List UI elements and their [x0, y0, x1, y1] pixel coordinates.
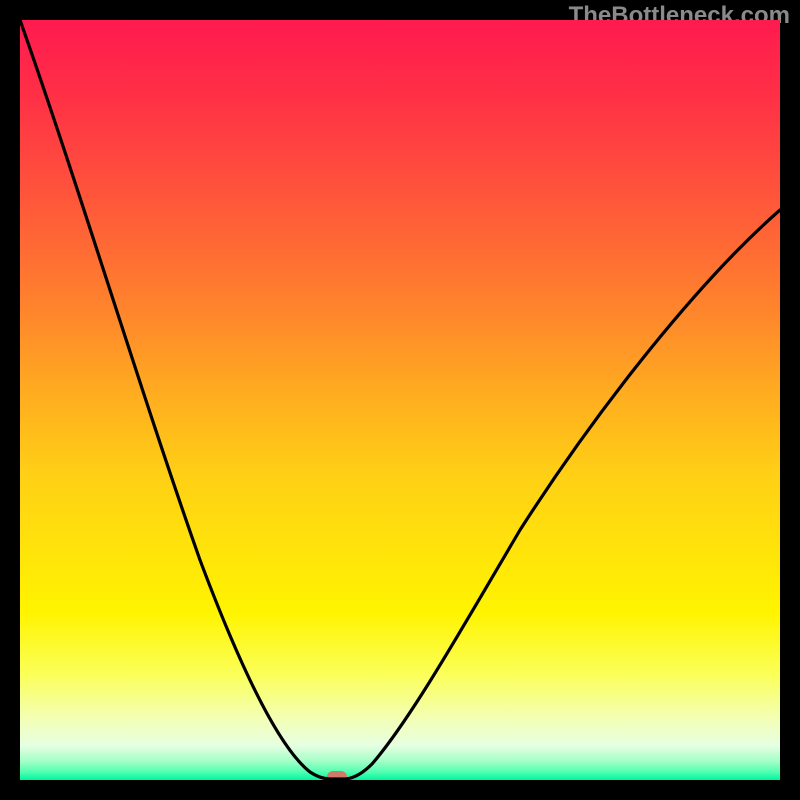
- chart-frame: TheBottleneck.com: [0, 0, 800, 800]
- plot-area: [20, 20, 780, 780]
- curve-path: [20, 20, 780, 779]
- bottleneck-curve: [20, 20, 780, 780]
